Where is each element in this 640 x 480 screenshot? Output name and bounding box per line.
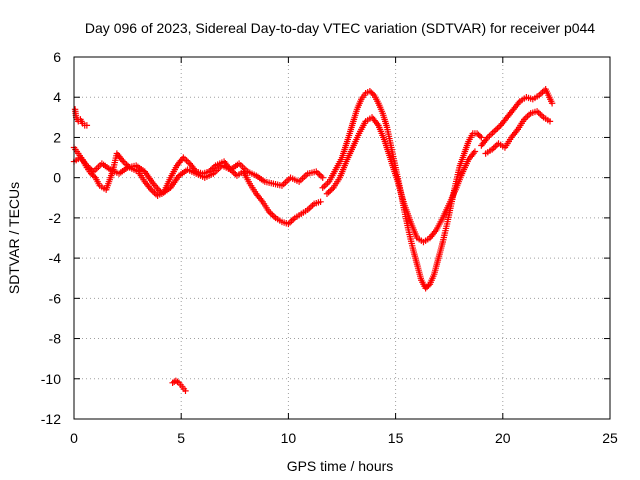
y-axis-label: SDTVAR / TECUs [6, 182, 22, 294]
data-point [478, 134, 485, 141]
series-rise-upper [319, 87, 485, 292]
x-tick-label: 10 [281, 430, 297, 446]
tick-labels: 0 5 10 15 20 25 -12 -10 -8 -6 -4 -2 0 2 4 6 [41, 49, 618, 446]
series-tail-upper [478, 85, 556, 149]
series-track-b [70, 154, 326, 197]
data-point [369, 90, 376, 98]
data-point [83, 122, 91, 129]
plot-frame [73, 56, 611, 420]
series-tail-lower [482, 108, 554, 157]
x-tick-label: 5 [177, 430, 185, 446]
data-point [548, 100, 556, 107]
chart-title: Day 096 of 2023, Sidereal Day-to-day VTE… [85, 20, 595, 36]
y-tick-label: -10 [41, 371, 61, 387]
y-tick-label: 4 [53, 89, 61, 105]
x-tick-label: 15 [388, 430, 404, 446]
data-point [317, 198, 324, 205]
x-tick-label: 0 [70, 430, 78, 446]
y-tick-label: -12 [41, 411, 61, 427]
data-point [319, 174, 326, 181]
data-points [70, 85, 556, 395]
series-outlier-cluster [169, 377, 189, 395]
y-tick-label: -6 [49, 290, 62, 306]
y-tick-label: -4 [49, 250, 62, 266]
data-point [90, 173, 98, 180]
data-point [182, 387, 189, 395]
y-tick-label: -2 [49, 210, 62, 226]
y-tick-label: 2 [53, 129, 61, 145]
series-rise-lower [323, 114, 479, 246]
data-point [476, 132, 484, 140]
x-axis-label: GPS time / hours [287, 458, 394, 474]
x-tick-label: 25 [602, 430, 618, 446]
data-point [471, 148, 479, 155]
data-point [425, 282, 432, 289]
data-point [546, 118, 554, 125]
x-tick-label: 20 [495, 430, 511, 446]
y-tick-label: 6 [53, 49, 61, 65]
y-tick-label: -8 [49, 331, 62, 347]
y-tick-label: 0 [53, 170, 61, 186]
